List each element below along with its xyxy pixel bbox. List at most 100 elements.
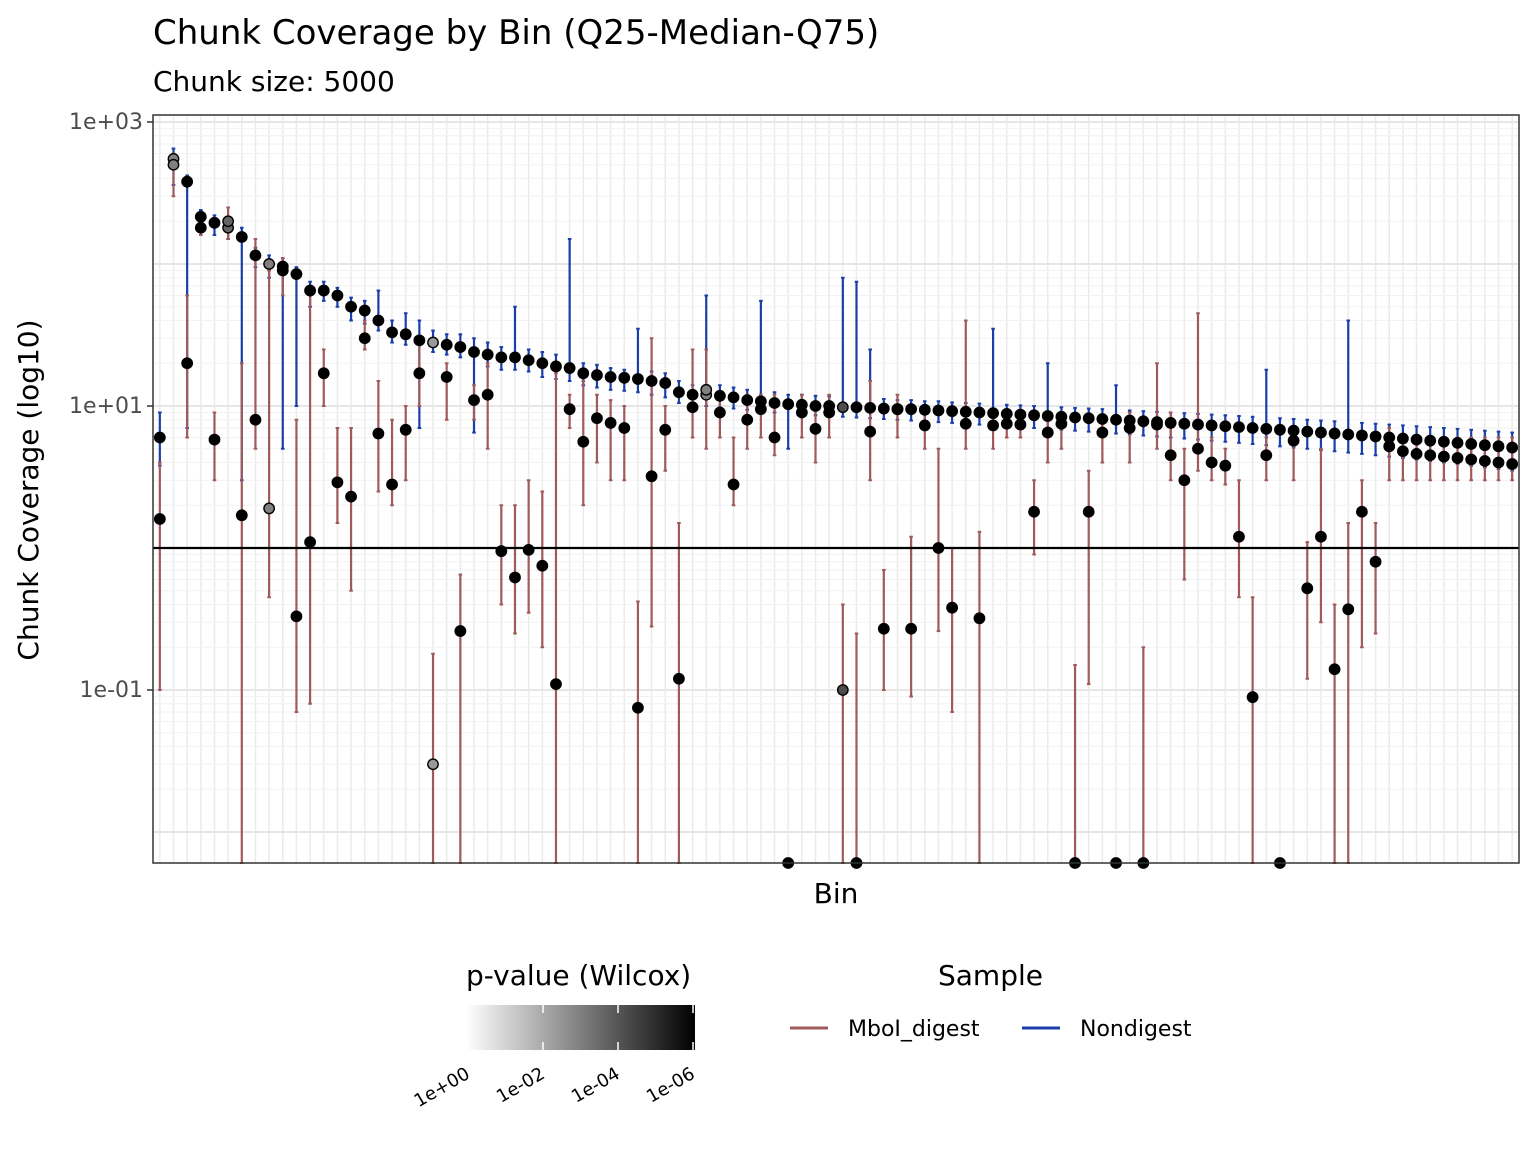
median-point-mboi_digest	[1192, 442, 1204, 455]
median-point-nondigest	[836, 401, 849, 414]
median-point-mboi_digest	[1000, 417, 1013, 430]
median-point-mboi_digest	[1356, 505, 1368, 518]
median-point-mboi_digest	[1096, 426, 1109, 439]
median-point-nondigest	[604, 371, 617, 383]
median-point-nondigest	[399, 328, 412, 341]
median-point-mboi_digest	[1041, 426, 1054, 439]
median-point-nondigest	[331, 289, 344, 302]
median-point-mboi_digest	[795, 406, 808, 419]
median-point-mboi_digest	[563, 403, 576, 416]
median-point-nondigest	[905, 403, 918, 416]
median-point-mboi_digest	[700, 383, 713, 396]
median-point-mboi_digest	[673, 672, 685, 685]
median-point-mboi_digest	[959, 417, 972, 430]
median-point-mboi_digest	[372, 427, 385, 440]
median-point-nondigest	[1410, 433, 1423, 446]
median-point-nondigest	[686, 388, 699, 401]
median-point-nondigest	[208, 216, 221, 229]
median-point-nondigest	[563, 362, 576, 374]
sample-legend-title: Sample	[938, 959, 1043, 992]
median-point-mboi_digest	[1301, 582, 1314, 595]
median-point-nondigest	[1328, 427, 1341, 440]
median-point-nondigest	[522, 354, 535, 367]
median-point-nondigest	[1342, 428, 1355, 441]
median-point-mboi_digest	[522, 543, 535, 556]
median-point-nondigest	[290, 268, 303, 280]
median-point-nondigest	[918, 403, 931, 416]
median-point-mboi_digest	[481, 388, 494, 401]
median-point-mboi_digest	[167, 158, 180, 171]
median-point-nondigest	[864, 401, 877, 414]
median-point-mboi_digest	[768, 431, 781, 444]
median-point-nondigest	[495, 351, 508, 364]
median-point-mboi_digest	[358, 332, 371, 345]
median-point-mboi_digest	[1492, 456, 1505, 469]
median-point-mboi_digest	[304, 536, 316, 549]
median-point-nondigest	[481, 348, 494, 361]
median-point-mboi_digest	[263, 502, 276, 515]
median-point-mboi_digest	[1437, 450, 1450, 463]
plot-area: 1e-01 1e+01 1e+03	[69, 110, 1520, 869]
median-point-nondigest	[1274, 423, 1286, 436]
median-point-mboi_digest	[454, 625, 467, 637]
median-point-mboi_digest	[877, 622, 890, 635]
median-point-nondigest	[577, 367, 590, 380]
median-point-nondigest	[768, 397, 781, 409]
median-point-mboi_digest	[399, 423, 412, 436]
median-point-mboi_digest	[754, 403, 767, 416]
median-point-mboi_digest	[1465, 453, 1478, 466]
y-tick-label: 1e-01	[80, 678, 143, 703]
x-axis-title: Bin	[814, 877, 859, 910]
median-point-mboi_digest	[468, 394, 480, 407]
median-point-mboi_digest	[1287, 434, 1300, 447]
legend-sample: Sample MboI_digest Nondigest	[790, 959, 1192, 1042]
plot-border	[152, 114, 1520, 864]
colorbar-tick-label: 1e-04	[568, 1063, 623, 1107]
median-point-nondigest	[618, 371, 631, 384]
median-point-nondigest	[1301, 425, 1314, 438]
median-point-nondigest	[645, 375, 658, 387]
median-point-nondigest	[1041, 410, 1054, 422]
median-point-nondigest	[263, 258, 276, 270]
median-point-nondigest	[427, 336, 439, 349]
legend-label-mboi: MboI_digest	[848, 1017, 980, 1042]
colorbar-tick-label: 1e-06	[643, 1063, 698, 1107]
median-point-nondigest	[959, 405, 972, 418]
median-point-nondigest	[1014, 408, 1027, 421]
median-point-mboi_digest	[427, 758, 439, 771]
median-point-nondigest	[509, 351, 521, 364]
median-point-mboi_digest	[809, 422, 822, 435]
median-point-nondigest	[235, 231, 248, 243]
median-point-mboi_digest	[905, 622, 918, 635]
median-point-mboi_digest	[550, 678, 562, 691]
median-point-nondigest	[358, 304, 371, 317]
median-point-mboi_digest	[1219, 459, 1232, 472]
median-point-mboi_digest	[741, 413, 754, 426]
median-point-mboi_digest	[1451, 452, 1464, 464]
y-tick-label: 1e+01	[69, 394, 143, 419]
median-point-nondigest	[932, 404, 945, 417]
median-point-nondigest	[1137, 415, 1150, 428]
median-point-mboi_digest	[181, 357, 194, 370]
median-point-mboi_digest	[946, 601, 959, 614]
median-point-mboi_digest	[823, 406, 836, 419]
y-axis-title: Chunk Coverage (log10)	[12, 319, 45, 660]
median-point-nondigest	[1110, 413, 1122, 426]
median-point-nondigest	[1178, 417, 1191, 430]
median-point-nondigest	[1396, 432, 1409, 445]
median-point-mboi_digest	[1396, 445, 1409, 458]
median-point-nondigest	[782, 398, 795, 411]
median-point-nondigest	[304, 284, 316, 297]
median-point-mboi_digest	[208, 433, 221, 446]
median-point-nondigest	[1287, 424, 1300, 437]
median-point-mboi_digest	[1506, 458, 1519, 470]
median-point-mboi_digest	[864, 425, 877, 438]
median-point-nondigest	[317, 284, 330, 297]
median-point-nondigest	[1451, 436, 1464, 449]
median-point-nondigest	[468, 346, 480, 358]
median-point-nondigest	[1096, 413, 1109, 425]
median-point-nondigest	[1465, 438, 1478, 450]
median-point-mboi_digest	[987, 419, 999, 432]
median-point-mboi_digest	[1478, 455, 1491, 467]
median-point-mboi_digest	[440, 371, 453, 383]
